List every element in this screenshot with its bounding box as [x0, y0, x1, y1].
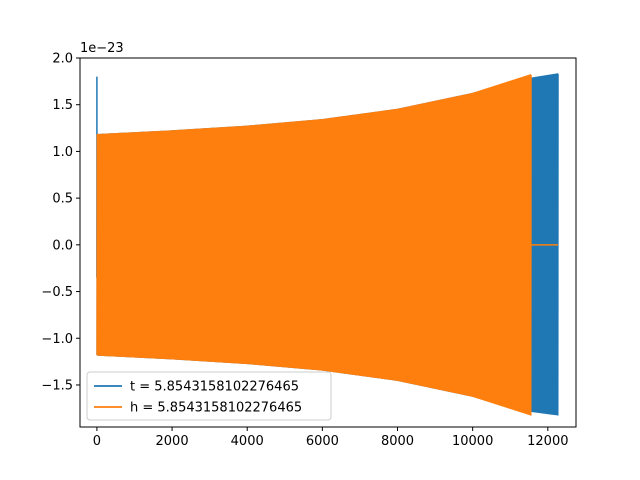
y-tick-label: −1.0 [41, 332, 73, 347]
x-tick-label: 10000 [452, 434, 493, 449]
y-tick-label: 0.0 [52, 238, 73, 253]
x-tick-label: 8000 [381, 434, 414, 449]
y-tick-label: −1.5 [41, 378, 73, 393]
x-tick-label: 2000 [156, 434, 189, 449]
series-band [96, 74, 531, 415]
series-h [96, 73, 558, 416]
x-tick-label: 4000 [231, 434, 264, 449]
y-tick-label: 1.0 [52, 145, 73, 160]
legend: t = 5.8543158102276465 h = 5.854315810227… [86, 371, 332, 421]
plot-area [96, 73, 559, 416]
y-tick-label: 1.5 [52, 98, 73, 113]
axes-frame [79, 57, 577, 428]
y-tick-label: 0.5 [52, 192, 73, 207]
y-tick-label: 2.0 [52, 52, 73, 67]
legend-entry: h = 5.8543158102276465 [130, 401, 302, 416]
x-tick-label: 0 [93, 434, 101, 449]
legend-entry: t = 5.8543158102276465 [130, 380, 299, 395]
x-tick-label: 6000 [306, 434, 339, 449]
x-tick-label: 12000 [527, 434, 568, 449]
axes: 0 2000 4000 6000 8000 10000 12000 −1.5 −1.0 −0.5 0… [41, 41, 577, 449]
y-offset-label: 1e−23 [80, 41, 124, 56]
y-tick-label: −0.5 [41, 285, 73, 300]
legend-box [86, 371, 332, 421]
